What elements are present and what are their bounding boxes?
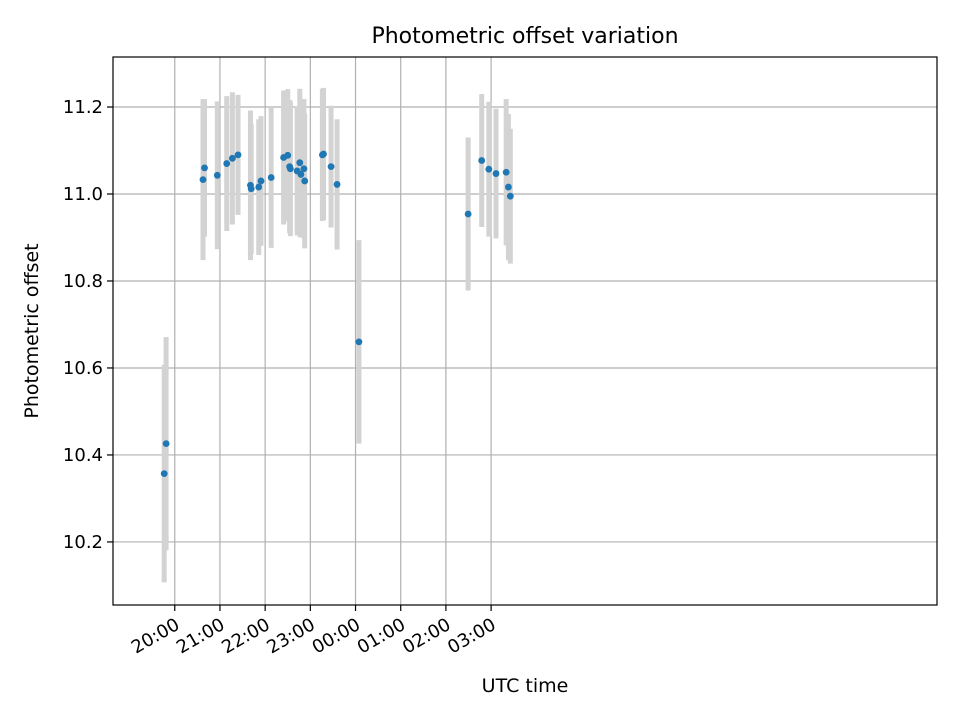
y-axis-label: Photometric offset bbox=[21, 243, 43, 418]
y-tick-label: 11.2 bbox=[63, 97, 103, 118]
data-point bbox=[505, 183, 512, 191]
data-point bbox=[201, 164, 208, 172]
plot-frame bbox=[112, 56, 938, 606]
data-point bbox=[160, 470, 168, 478]
data-point bbox=[228, 154, 236, 162]
data-point bbox=[506, 192, 514, 200]
data-point bbox=[213, 171, 221, 179]
y-axis-ticks: 10.2 10.4 10.6 10.8 11.0 11.2 bbox=[63, 97, 113, 553]
data-point bbox=[284, 151, 292, 159]
y-tick-label: 10.4 bbox=[63, 445, 103, 466]
y-tick-label: 11.0 bbox=[63, 184, 103, 205]
data-point bbox=[333, 181, 341, 188]
data-point bbox=[286, 165, 294, 173]
y-tick-label: 10.8 bbox=[63, 271, 103, 292]
data-point bbox=[355, 338, 363, 346]
data-point bbox=[267, 174, 275, 181]
data-point bbox=[257, 177, 265, 185]
data-point bbox=[162, 440, 170, 448]
data-point bbox=[199, 176, 207, 184]
x-axis-label: UTC time bbox=[482, 675, 569, 697]
data-point bbox=[255, 183, 263, 191]
data-point bbox=[234, 151, 242, 159]
data-point bbox=[300, 165, 308, 173]
data-point bbox=[492, 170, 500, 177]
data-point bbox=[301, 177, 309, 185]
data-point bbox=[296, 159, 304, 167]
data-point bbox=[502, 168, 510, 176]
data-point bbox=[247, 185, 255, 193]
data-points bbox=[160, 150, 514, 478]
data-point bbox=[297, 171, 305, 178]
chart-title: Photometric offset variation bbox=[371, 24, 678, 49]
data-point bbox=[478, 157, 486, 164]
data-point bbox=[485, 165, 493, 173]
y-tick-label: 10.2 bbox=[63, 532, 103, 553]
data-point bbox=[464, 210, 472, 218]
data-point bbox=[327, 163, 335, 171]
data-point bbox=[320, 150, 327, 158]
y-tick-label: 10.6 bbox=[63, 358, 103, 379]
data-point bbox=[223, 160, 231, 167]
